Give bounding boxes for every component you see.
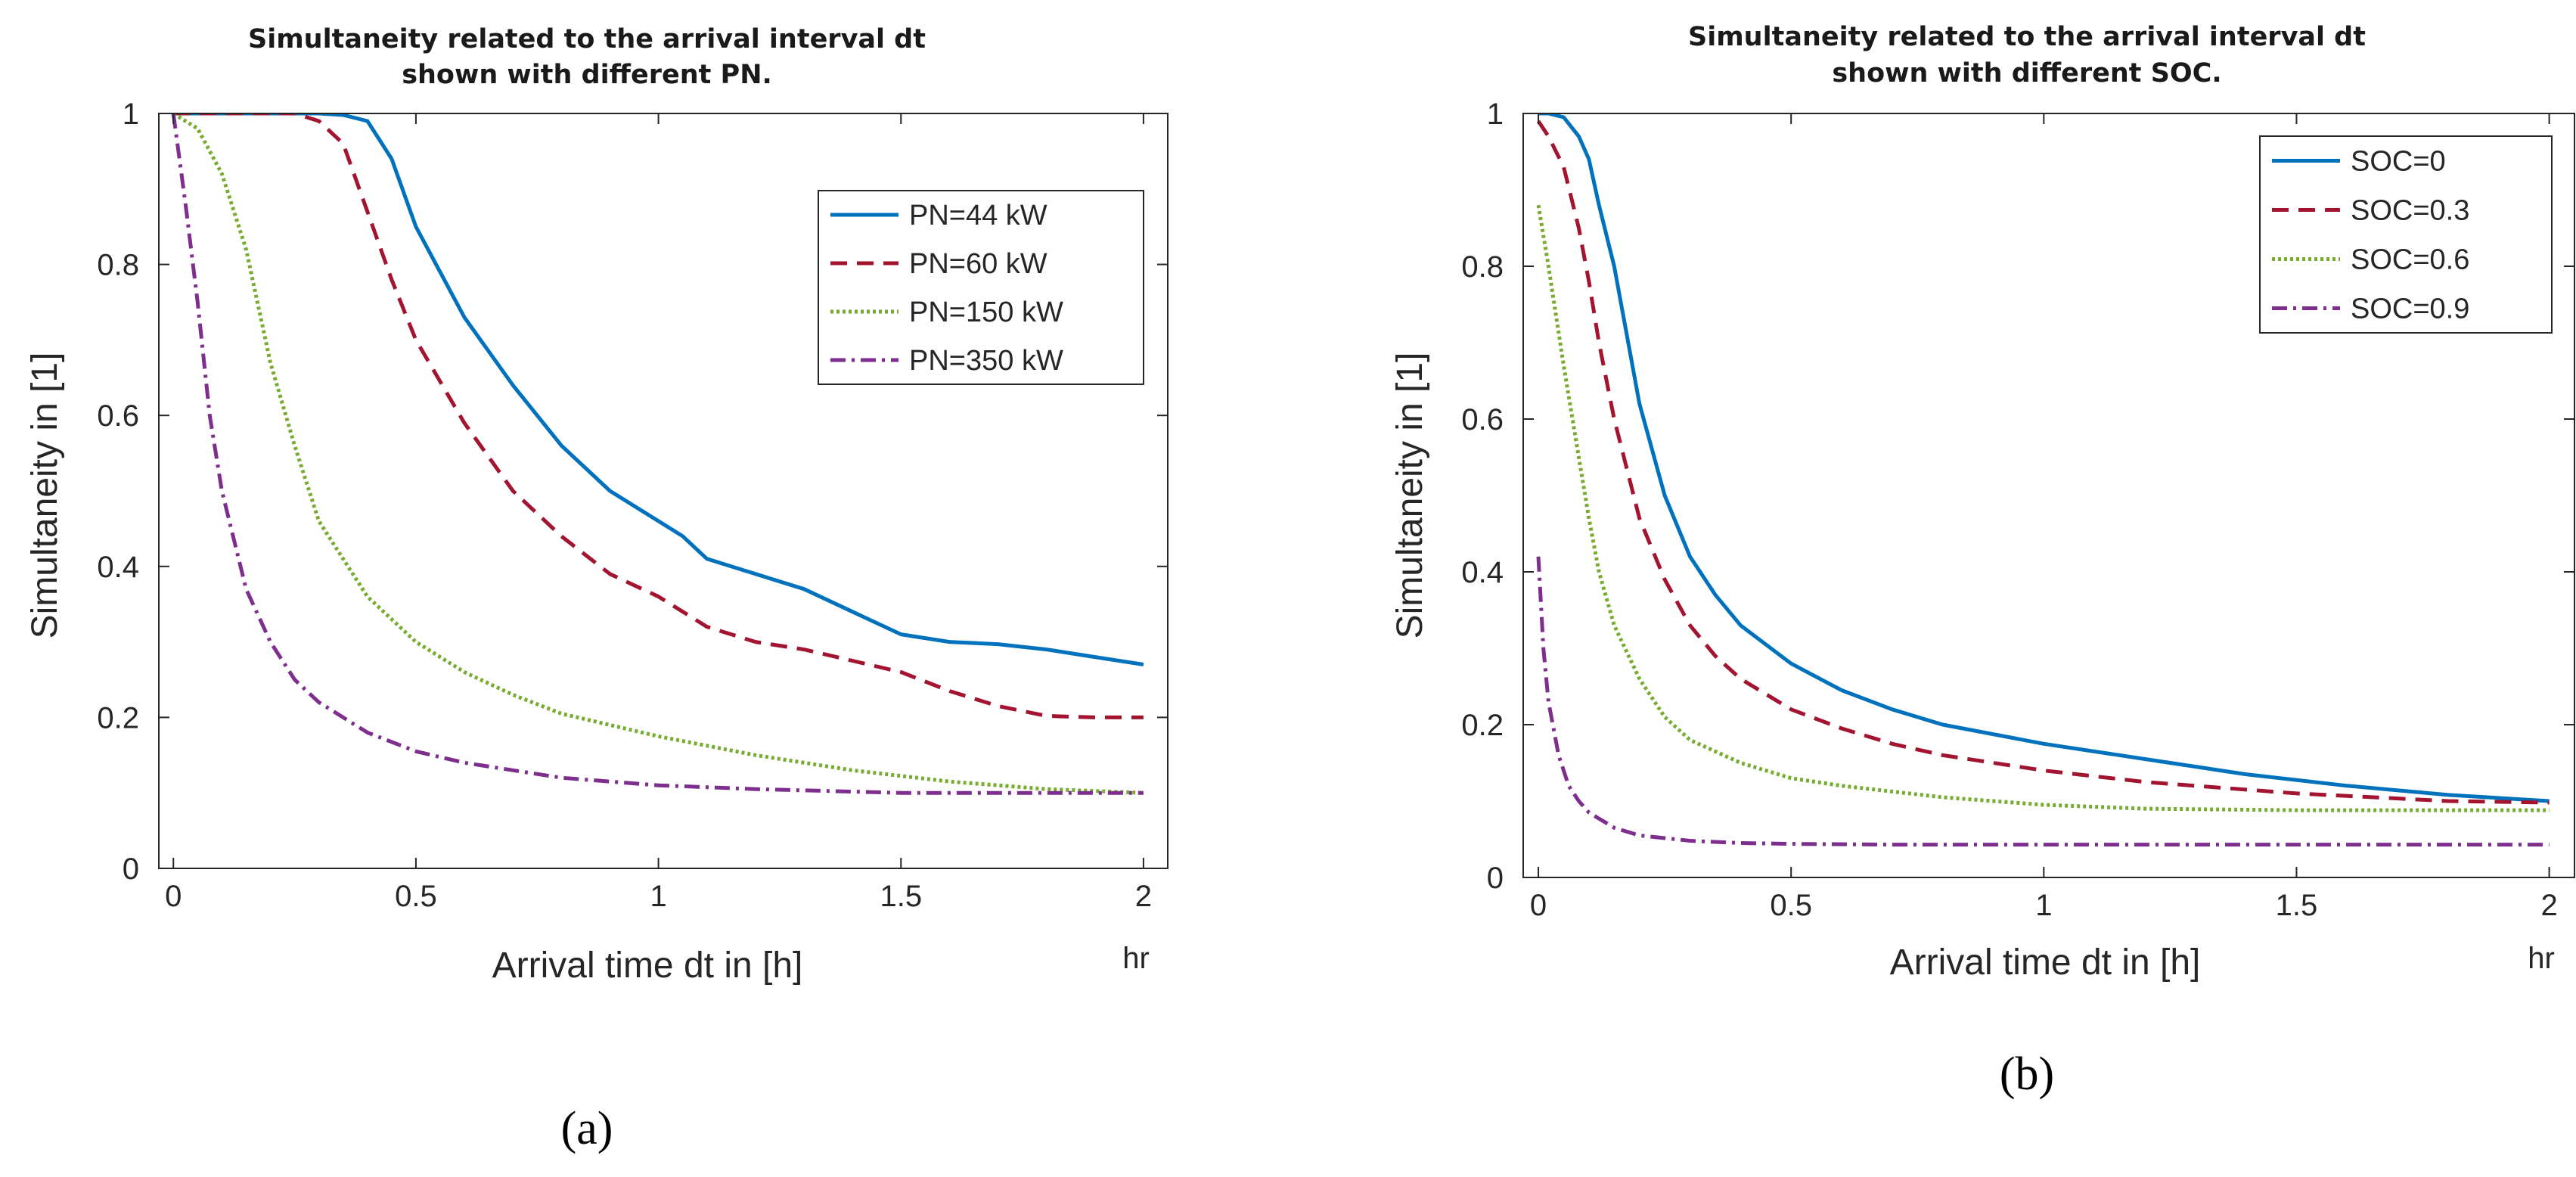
x-tick-label: 0.5 [1770, 889, 1812, 922]
y-tick-label: 0.6 [97, 399, 139, 433]
y-tick-label: 0.2 [97, 701, 139, 734]
y-tick-label: 0.2 [1461, 709, 1504, 742]
chart-panel-b: Simultaneity related to the arrival inte… [1390, 22, 2575, 1100]
series-line-4 [171, 113, 1144, 795]
series-line-1 [173, 113, 1144, 666]
panel-label: (a) [561, 1103, 613, 1154]
y-tick-label: 0.4 [1461, 556, 1504, 589]
series-line-2 [1536, 120, 2550, 805]
legend-label: SOC=0 [2351, 146, 2446, 178]
y-tick-label: 0 [1487, 862, 1504, 895]
axes-box [158, 113, 1169, 869]
y-tick-label: 0.6 [1461, 403, 1504, 436]
chart-title-line-1: Simultaneity related to the arrival inte… [1688, 22, 2366, 52]
y-tick-label: 0 [123, 852, 139, 886]
axes-box [1522, 113, 2575, 878]
x-tick-label: 0 [1530, 889, 1547, 922]
plot-lines [1536, 113, 2550, 847]
legend-label: PN=350 kW [909, 345, 1063, 377]
legend-label: PN=44 kW [909, 200, 1047, 231]
x-axis-label: Arrival time dt in [h] [492, 946, 803, 986]
x-axis-label: Arrival time dt in [h] [1890, 943, 2201, 983]
legend-label: PN=60 kW [909, 248, 1047, 280]
x-tick-label: 2 [1135, 880, 1152, 913]
legend-box [818, 190, 1144, 385]
chart-title-line-2: shown with different PN. [402, 60, 772, 90]
legend-label: SOC=0.9 [2351, 293, 2469, 325]
series-line-3 [1536, 204, 2550, 812]
chart-title-line-1: Simultaneity related to the arrival inte… [248, 24, 926, 54]
y-tick-label: 0.4 [97, 551, 139, 584]
y-tick-label: 0.8 [1461, 250, 1504, 284]
legend: PN=44 kW PN=60 kW PN=150 kW PN=350 kW [818, 190, 1144, 385]
legend: SOC=0 SOC=0.3 SOC=0.6 SOC=0.9 [2259, 135, 2553, 334]
y-axis-label: Simultaneity in [1] [25, 352, 65, 639]
x-tick-label: 0 [165, 880, 182, 913]
axis-ticks: 0 0.5 1 1.5 2 0 0.2 0.4 0.6 0.8 1 [97, 98, 1168, 913]
legend-label: SOC=0.3 [2351, 195, 2469, 227]
y-tick-label: 0.8 [97, 249, 139, 282]
chart-panel-a: Simultaneity related to the arrival inte… [25, 24, 1169, 1154]
x-tick-label: 1.5 [880, 880, 922, 913]
chart-title-line-2: shown with different SOC. [1832, 58, 2221, 89]
legend-label: SOC=0.6 [2351, 244, 2469, 276]
axis-ticks: 0 0.5 1 1.5 2 0 0.2 0.4 0.6 0.8 1 [1461, 98, 2574, 922]
x-tick-label: 1.5 [2276, 889, 2318, 922]
x-tick-label: 0.5 [395, 880, 437, 913]
x-axis-unit: hr [1122, 942, 1150, 975]
panel-label: (b) [2000, 1048, 2054, 1100]
x-tick-label: 1 [2035, 889, 2052, 922]
y-tick-label: 1 [123, 98, 139, 131]
x-axis-unit: hr [2528, 942, 2555, 975]
y-axis-label: Simultaneity in [1] [1390, 352, 1430, 639]
series-line-2 [173, 113, 1144, 719]
x-tick-label: 1 [650, 880, 666, 913]
series-line-4 [1536, 556, 2550, 847]
series-line-3 [172, 113, 1144, 795]
x-tick-label: 2 [2540, 889, 2557, 922]
legend-box [2259, 135, 2553, 334]
y-tick-label: 1 [1487, 98, 1504, 131]
plot-lines [171, 113, 1144, 795]
series-line-1 [1538, 113, 2550, 803]
legend-label: PN=150 kW [909, 297, 1063, 328]
